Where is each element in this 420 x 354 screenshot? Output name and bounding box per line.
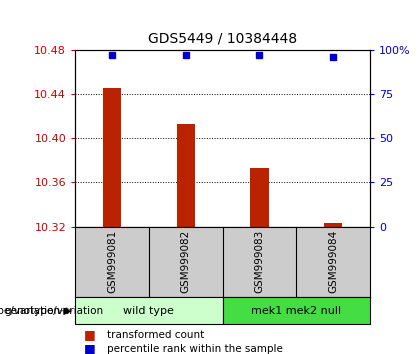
Text: percentile rank within the sample: percentile rank within the sample xyxy=(107,344,283,354)
Text: ■: ■ xyxy=(84,328,95,341)
Bar xyxy=(176,124,195,227)
Text: genotype/variation ▶: genotype/variation ▶ xyxy=(0,306,71,316)
Bar xyxy=(324,223,342,227)
Text: ■: ■ xyxy=(84,342,95,354)
Text: GSM999084: GSM999084 xyxy=(328,230,338,293)
Text: transformed count: transformed count xyxy=(107,330,204,339)
Text: mek1 mek2 null: mek1 mek2 null xyxy=(251,306,341,316)
Bar xyxy=(250,168,269,227)
Text: GSM999083: GSM999083 xyxy=(255,230,265,293)
Bar xyxy=(103,88,121,227)
Text: wild type: wild type xyxy=(123,306,174,316)
Text: GSM999081: GSM999081 xyxy=(107,230,117,293)
Bar xyxy=(223,297,370,324)
Title: GDS5449 / 10384448: GDS5449 / 10384448 xyxy=(148,32,297,46)
Bar xyxy=(75,297,223,324)
Text: GSM999082: GSM999082 xyxy=(181,230,191,293)
Text: genotype/variation: genotype/variation xyxy=(4,306,103,316)
